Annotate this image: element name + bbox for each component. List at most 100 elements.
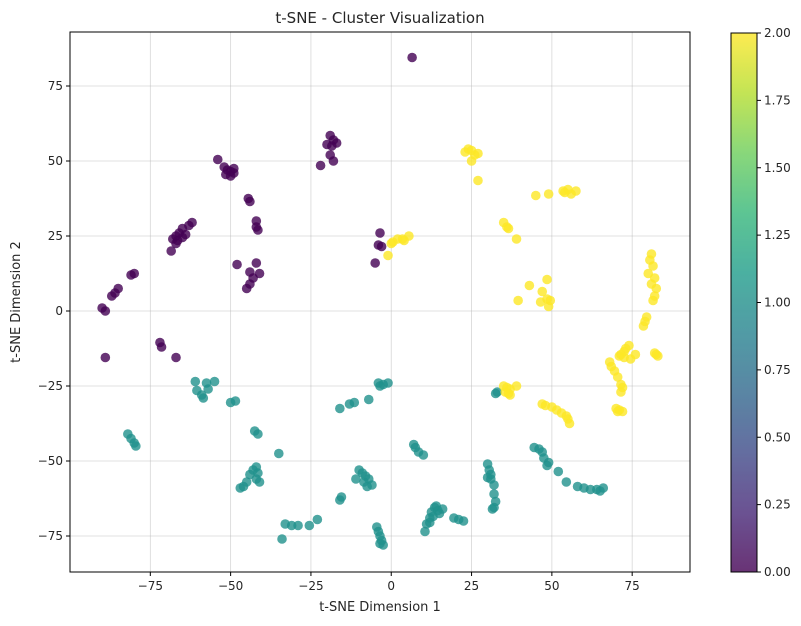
scatter-point bbox=[407, 52, 417, 63]
colorbar-tick-label: 1.25 bbox=[764, 228, 791, 242]
scatter-point bbox=[376, 241, 387, 252]
scatter-point bbox=[561, 477, 572, 487]
x-tick-label: 25 bbox=[464, 579, 479, 593]
colorbar-tick-label: 0.25 bbox=[764, 498, 791, 512]
scatter-point bbox=[513, 295, 523, 306]
scatter-point bbox=[542, 274, 552, 285]
scatter-point bbox=[653, 351, 663, 361]
colorbar-tick-label: 1.75 bbox=[764, 93, 791, 107]
colorbar-tick-label: 0.50 bbox=[764, 430, 791, 444]
scatter-point bbox=[106, 291, 117, 301]
colorbar-tick-label: 0.75 bbox=[764, 363, 791, 377]
data-points bbox=[97, 52, 663, 550]
scatter-point bbox=[473, 175, 483, 186]
scatter-point bbox=[489, 480, 499, 490]
scatter-point bbox=[648, 261, 658, 271]
y-tick-label: −75 bbox=[38, 529, 63, 543]
scatter-point bbox=[349, 397, 360, 408]
scatter-point bbox=[335, 403, 345, 414]
scatter-point bbox=[190, 376, 201, 387]
scatter-point bbox=[156, 342, 167, 352]
x-tick-label: 50 bbox=[544, 579, 559, 593]
x-axis-ticks: −75 −50 −25 0 25 50 75 bbox=[138, 572, 640, 593]
scatter-point bbox=[253, 225, 263, 235]
scatter-point bbox=[466, 156, 477, 166]
scatter-point bbox=[362, 481, 372, 492]
scatter-point bbox=[500, 387, 511, 397]
scatter-point bbox=[502, 222, 512, 232]
scatter-point bbox=[254, 477, 265, 487]
scatter-point bbox=[543, 301, 554, 312]
colorbar: 0.00 0.25 0.50 0.75 1.00 1.25 1.50 1.75 2.00 bbox=[730, 26, 791, 579]
scatter-point bbox=[437, 504, 448, 514]
scatter-point bbox=[375, 538, 385, 549]
scatter-point bbox=[559, 187, 570, 198]
scatter-point bbox=[524, 280, 535, 291]
scatter-point bbox=[351, 474, 361, 484]
scatter-point bbox=[327, 141, 337, 151]
scatter-point bbox=[100, 352, 111, 363]
scatter-point bbox=[209, 376, 220, 387]
scatter-point bbox=[511, 381, 522, 391]
scatter-point bbox=[171, 238, 181, 249]
scatter-point bbox=[180, 229, 191, 240]
scatter-point bbox=[511, 234, 522, 244]
x-tick-label: 75 bbox=[625, 579, 640, 593]
scatter-point bbox=[648, 295, 658, 306]
scatter-point bbox=[553, 466, 564, 477]
scatter-point bbox=[489, 489, 499, 499]
scatter-point bbox=[131, 441, 141, 451]
scatter-point bbox=[370, 258, 380, 268]
scatter-point bbox=[100, 306, 111, 316]
chart-title: t-SNE - Cluster Visualization bbox=[275, 9, 484, 27]
scatter-point bbox=[595, 486, 605, 496]
scatter-point bbox=[487, 504, 498, 514]
plot-background bbox=[70, 32, 690, 572]
scatter-point bbox=[277, 534, 287, 544]
colorbar-gradient bbox=[730, 32, 758, 573]
colorbar-tick-label: 1.00 bbox=[764, 296, 791, 310]
scatter-point bbox=[241, 283, 252, 294]
scatter-point bbox=[254, 268, 265, 279]
y-tick-label: 50 bbox=[48, 154, 63, 168]
y-tick-label: −25 bbox=[38, 379, 63, 393]
colorbar-tick-label: 0.00 bbox=[764, 565, 791, 579]
x-axis-label: t-SNE Dimension 1 bbox=[319, 600, 441, 615]
scatter-point bbox=[388, 237, 398, 247]
scatter-point bbox=[420, 526, 430, 537]
scatter-point bbox=[126, 270, 136, 280]
scatter-point bbox=[418, 450, 429, 460]
scatter-point bbox=[241, 477, 252, 487]
y-tick-label: 0 bbox=[55, 304, 63, 318]
colorbar-tick-label: 2.00 bbox=[764, 26, 791, 40]
scatter-point bbox=[399, 235, 409, 246]
scatter-point bbox=[375, 228, 385, 238]
scatter-point bbox=[542, 460, 552, 471]
plot-frame bbox=[69, 31, 691, 573]
scatter-point bbox=[630, 349, 641, 360]
y-axis-label: t-SNE Dimension 2 bbox=[9, 241, 24, 363]
scatter-point bbox=[612, 372, 623, 382]
scatter-point bbox=[424, 517, 435, 528]
scatter-point bbox=[245, 196, 255, 207]
scatter-point bbox=[473, 148, 483, 159]
scatter-point bbox=[198, 393, 209, 403]
scatter-point bbox=[232, 259, 242, 270]
scatter-point bbox=[638, 321, 649, 331]
y-tick-label: −50 bbox=[38, 454, 63, 468]
scatter-point bbox=[293, 520, 303, 531]
scatter-point bbox=[315, 160, 326, 171]
scatter-point bbox=[363, 394, 374, 405]
scatter-point bbox=[229, 168, 239, 178]
scatter-point bbox=[304, 520, 315, 531]
y-axis-ticks: −75 −50 −25 0 25 50 75 bbox=[38, 79, 70, 543]
scatter-point bbox=[212, 154, 223, 165]
y-tick-label: 75 bbox=[48, 79, 63, 93]
scatter-point bbox=[230, 396, 241, 406]
colorbar-ticks: 0.00 0.25 0.50 0.75 1.00 1.25 1.50 1.75 2.00 bbox=[757, 26, 791, 579]
scatter-point bbox=[458, 516, 469, 526]
scatter-point bbox=[171, 352, 181, 363]
scatter-point bbox=[336, 492, 347, 502]
scatter-point bbox=[166, 246, 176, 256]
